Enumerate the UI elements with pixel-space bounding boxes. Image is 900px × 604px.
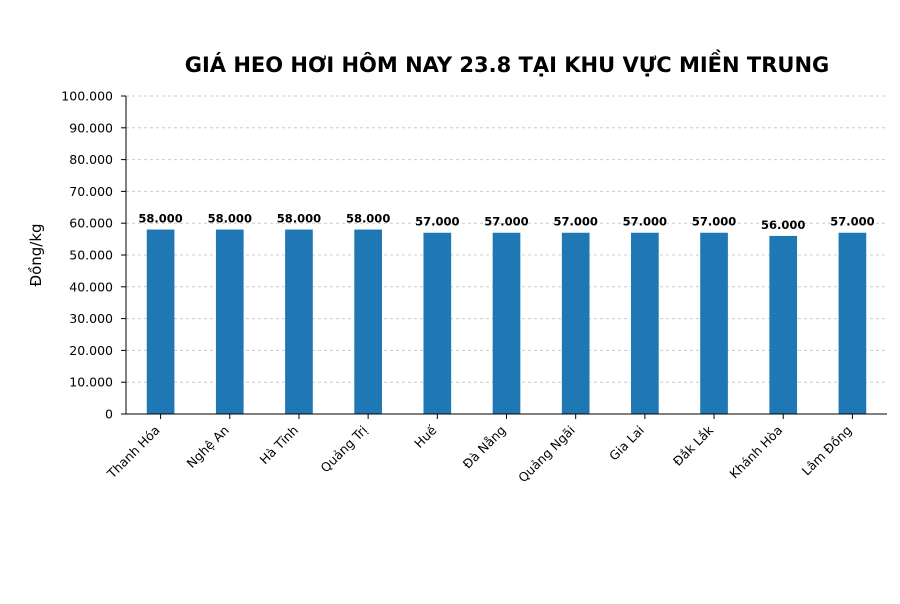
y-tick-label: 70.000	[69, 184, 113, 199]
y-tick-label: 80.000	[69, 152, 113, 167]
y-tick-label: 20.000	[69, 343, 113, 358]
bar	[423, 232, 452, 414]
x-tick-label: Quảng Ngãi	[515, 423, 578, 486]
x-tick-label: Thanh Hóa	[103, 423, 162, 482]
bar	[285, 229, 313, 414]
x-tick-label: Khánh Hòa	[726, 423, 785, 482]
bars	[146, 229, 867, 414]
y-axis-label: Đồng/kg	[27, 223, 45, 286]
data-label: 57.000	[415, 215, 459, 229]
y-tick-label: 30.000	[69, 311, 113, 326]
y-tick-label: 50.000	[69, 248, 113, 263]
bar	[561, 232, 590, 414]
data-labels: 58.000 58.000 58.000 58.000 57.000 57.000 57.0…	[138, 212, 874, 232]
x-tick-label: Huế	[411, 422, 440, 451]
bar	[631, 232, 659, 414]
bar	[354, 229, 382, 414]
bar	[492, 232, 521, 414]
y-tick-label: 90.000	[69, 120, 113, 135]
x-tick-label: Đắk Lắk	[670, 422, 717, 469]
y-tick-label: 10.000	[69, 375, 113, 390]
data-label: 58.000	[208, 212, 252, 226]
x-tick-label: Gia Lai	[606, 423, 647, 464]
y-tick-label: 100.000	[61, 89, 113, 104]
bar	[838, 232, 867, 414]
y-tick-label: 60.000	[69, 216, 113, 231]
x-tick-label: Hà Tĩnh	[257, 423, 302, 468]
x-tick-label: Lâm Đồng	[799, 423, 855, 479]
chart-title: GIÁ HEO HƠI HÔM NAY 23.8 TẠI KHU VỰC MIỀ…	[185, 49, 830, 77]
y-axis-ticks: 0 10.000 20.000 30.000 40.000 50.000 60.000 70.…	[61, 89, 126, 422]
y-tick-label: 40.000	[69, 279, 113, 294]
bar	[215, 229, 244, 414]
bar	[769, 235, 798, 414]
data-label: 57.000	[623, 215, 667, 229]
data-label: 58.000	[346, 212, 390, 226]
data-label: 57.000	[553, 215, 597, 229]
data-label: 57.000	[830, 215, 874, 229]
y-tick-label: 0	[105, 407, 113, 422]
data-label: 58.000	[277, 212, 321, 226]
data-label: 57.000	[484, 215, 528, 229]
x-tick-label: Quảng Trị	[317, 423, 370, 476]
bar	[700, 232, 728, 414]
x-axis-ticks: Thanh Hóa Nghệ An Hà Tĩnh Quảng Trị Huế Đà Nẵ…	[103, 414, 855, 486]
data-label: 57.000	[692, 215, 736, 229]
x-tick-label: Nghệ An	[184, 423, 232, 471]
data-label: 58.000	[138, 212, 182, 226]
data-label: 56.000	[761, 218, 805, 232]
bar	[146, 229, 175, 414]
x-tick-label: Đà Nẵng	[460, 423, 509, 472]
